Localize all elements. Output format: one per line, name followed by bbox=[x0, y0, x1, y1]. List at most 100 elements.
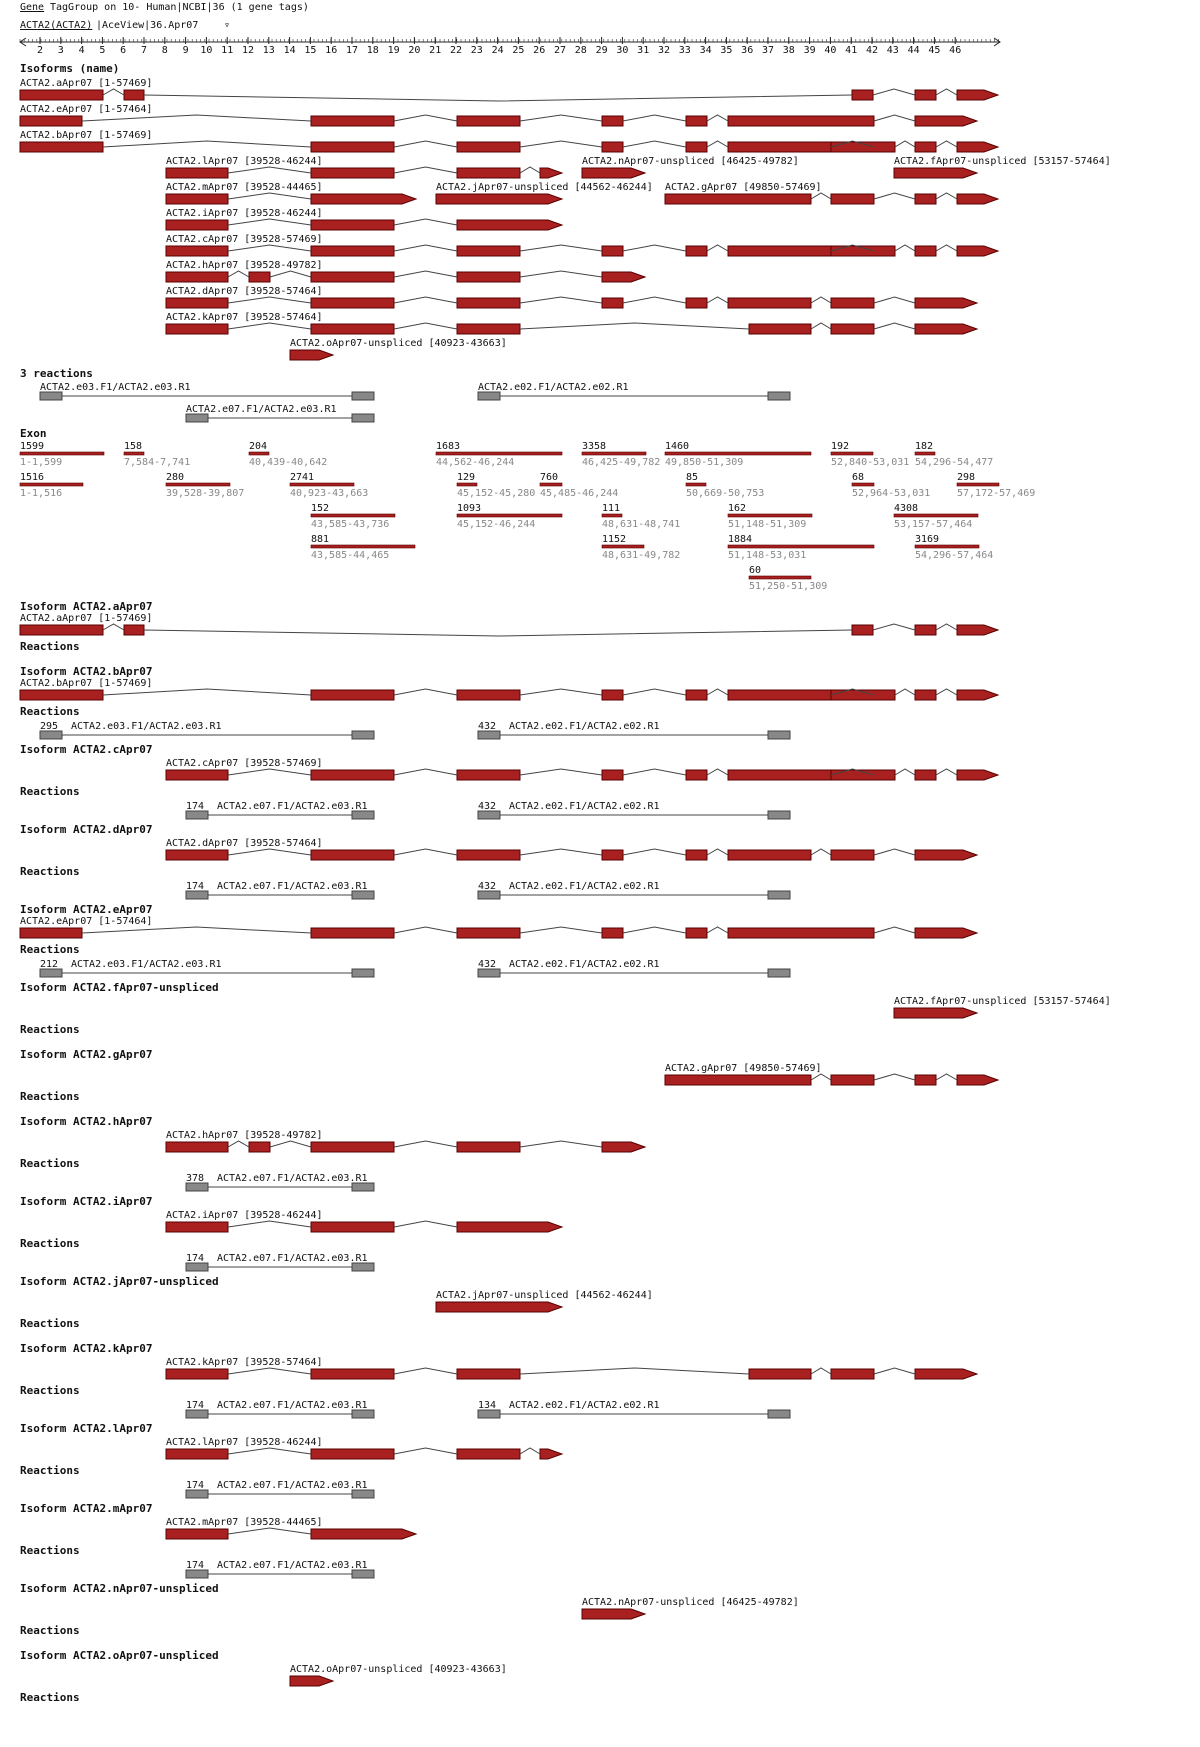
exon-bar[interactable] bbox=[956, 482, 1000, 487]
exon-block[interactable] bbox=[123, 89, 145, 101]
exon-block[interactable] bbox=[456, 297, 521, 309]
exon-block[interactable] bbox=[456, 245, 521, 257]
isoform-detail-label-h[interactable]: ACTA2.hApr07 [39528-49782] bbox=[166, 1130, 323, 1141]
isoform-detail-label-o[interactable]: ACTA2.oApr07-unspliced [40923-43663] bbox=[290, 1664, 507, 1675]
exon-block[interactable] bbox=[664, 193, 812, 205]
primer-forward[interactable] bbox=[39, 968, 63, 978]
reaction-name[interactable]: ACTA2.e02.F1/ACTA2.e02.R1 bbox=[509, 721, 660, 732]
isoform-detail-label-n[interactable]: ACTA2.nApr07-unspliced [46425-49782] bbox=[582, 1597, 799, 1608]
exon-arrow[interactable] bbox=[914, 323, 979, 335]
exon-bar[interactable] bbox=[581, 451, 647, 456]
exon-arrow[interactable] bbox=[601, 1141, 647, 1153]
primer-forward[interactable] bbox=[39, 391, 63, 401]
reaction-name[interactable]: ACTA2.e07.F1/ACTA2.e03.R1 bbox=[217, 881, 368, 892]
exon-arrow[interactable] bbox=[435, 193, 564, 205]
exon-block[interactable] bbox=[601, 927, 624, 939]
exon-block[interactable] bbox=[601, 297, 624, 309]
exon-bar[interactable] bbox=[123, 451, 145, 456]
isoform-detail-label-j[interactable]: ACTA2.jApr07-unspliced [44562-46244] bbox=[436, 1290, 653, 1301]
exon-bar[interactable] bbox=[19, 451, 105, 456]
header-gene-link[interactable]: Gene bbox=[20, 2, 44, 13]
exon-block[interactable] bbox=[165, 219, 229, 231]
exon-arrow[interactable] bbox=[435, 1301, 564, 1313]
exon-block[interactable] bbox=[727, 115, 875, 127]
primer-forward[interactable] bbox=[477, 730, 501, 740]
exon-block[interactable] bbox=[165, 323, 229, 335]
exon-block[interactable] bbox=[456, 1448, 521, 1460]
exon-block[interactable] bbox=[830, 1368, 875, 1380]
primer-reverse[interactable] bbox=[767, 391, 791, 401]
primer-reverse[interactable] bbox=[351, 810, 375, 820]
exon-block[interactable] bbox=[685, 769, 708, 781]
reaction-name[interactable]: ACTA2.e07.F1/ACTA2.e03.R1 bbox=[217, 1560, 368, 1571]
exon-arrow[interactable] bbox=[310, 193, 418, 205]
exon-bar[interactable] bbox=[289, 482, 355, 487]
exon-arrow[interactable] bbox=[914, 1368, 979, 1380]
exon-block[interactable] bbox=[165, 1528, 229, 1540]
exon-arrow[interactable] bbox=[893, 167, 979, 179]
reaction-name[interactable]: ACTA2.e02.F1/ACTA2.e02.R1 bbox=[509, 881, 660, 892]
exon-arrow[interactable] bbox=[956, 245, 1000, 257]
reaction-label-e02[interactable]: ACTA2.e02.F1/ACTA2.e02.R1 bbox=[478, 382, 629, 393]
exon-block[interactable] bbox=[830, 1074, 875, 1086]
exon-bar[interactable] bbox=[830, 451, 874, 456]
exon-block[interactable] bbox=[310, 297, 395, 309]
exon-block[interactable] bbox=[914, 89, 937, 101]
reaction-name[interactable]: ACTA2.e03.F1/ACTA2.e03.R1 bbox=[71, 959, 222, 970]
exon-arrow[interactable] bbox=[956, 89, 1000, 101]
exon-block[interactable] bbox=[456, 115, 521, 127]
exon-block[interactable] bbox=[310, 167, 395, 179]
exon-block[interactable] bbox=[851, 624, 874, 636]
exon-block[interactable] bbox=[830, 193, 875, 205]
exon-arrow[interactable] bbox=[539, 1448, 564, 1460]
primer-reverse[interactable] bbox=[351, 1182, 375, 1192]
primer-reverse[interactable] bbox=[767, 1409, 791, 1419]
primer-forward[interactable] bbox=[477, 1409, 501, 1419]
exon-block[interactable] bbox=[19, 624, 104, 636]
primer-forward[interactable] bbox=[477, 968, 501, 978]
primer-forward[interactable] bbox=[185, 890, 209, 900]
exon-arrow[interactable] bbox=[601, 271, 647, 283]
exon-block[interactable] bbox=[601, 115, 624, 127]
exon-bar[interactable] bbox=[748, 575, 812, 580]
primer-forward[interactable] bbox=[185, 413, 209, 423]
exon-bar[interactable] bbox=[914, 451, 936, 456]
header-gene-name[interactable]: ACTA2(ACTA2) bbox=[20, 20, 92, 31]
exon-block[interactable] bbox=[456, 271, 521, 283]
exon-bar[interactable] bbox=[310, 513, 396, 518]
exon-block[interactable] bbox=[165, 297, 229, 309]
primer-reverse[interactable] bbox=[351, 1409, 375, 1419]
exon-block[interactable] bbox=[914, 193, 937, 205]
reaction-name[interactable]: ACTA2.e07.F1/ACTA2.e03.R1 bbox=[217, 1253, 368, 1264]
exon-bar[interactable] bbox=[456, 482, 478, 487]
exon-block[interactable] bbox=[456, 1368, 521, 1380]
exon-block[interactable] bbox=[19, 115, 83, 127]
exon-block[interactable] bbox=[456, 1141, 521, 1153]
primer-reverse[interactable] bbox=[767, 890, 791, 900]
external-link-icon[interactable]: ▿ bbox=[224, 20, 230, 31]
isoform-label-o[interactable]: ACTA2.oApr07-unspliced [40923-43663] bbox=[290, 338, 507, 349]
exon-arrow[interactable] bbox=[539, 167, 564, 179]
primer-reverse[interactable] bbox=[351, 890, 375, 900]
isoform-detail-label-d[interactable]: ACTA2.dApr07 [39528-57464] bbox=[166, 838, 323, 849]
exon-block[interactable] bbox=[456, 141, 521, 153]
primer-reverse[interactable] bbox=[767, 968, 791, 978]
primer-forward[interactable] bbox=[477, 810, 501, 820]
exon-block[interactable] bbox=[601, 849, 624, 861]
isoform-label-j[interactable]: ACTA2.jApr07-unspliced [44562-46244] bbox=[436, 182, 653, 193]
exon-block[interactable] bbox=[310, 927, 395, 939]
primer-reverse[interactable] bbox=[351, 968, 375, 978]
primer-reverse[interactable] bbox=[351, 391, 375, 401]
exon-block[interactable] bbox=[685, 927, 708, 939]
exon-block[interactable] bbox=[727, 297, 812, 309]
primer-reverse[interactable] bbox=[351, 1569, 375, 1579]
isoform-label-d[interactable]: ACTA2.dApr07 [39528-57464] bbox=[166, 286, 323, 297]
exon-bar[interactable] bbox=[851, 482, 875, 487]
exon-block[interactable] bbox=[19, 141, 104, 153]
exon-arrow[interactable] bbox=[456, 1221, 564, 1233]
exon-arrow[interactable] bbox=[956, 193, 1000, 205]
isoform-label-l[interactable]: ACTA2.lApr07 [39528-46244] bbox=[166, 156, 323, 167]
exon-block[interactable] bbox=[165, 193, 229, 205]
primer-reverse[interactable] bbox=[351, 730, 375, 740]
exon-arrow[interactable] bbox=[956, 769, 1000, 781]
